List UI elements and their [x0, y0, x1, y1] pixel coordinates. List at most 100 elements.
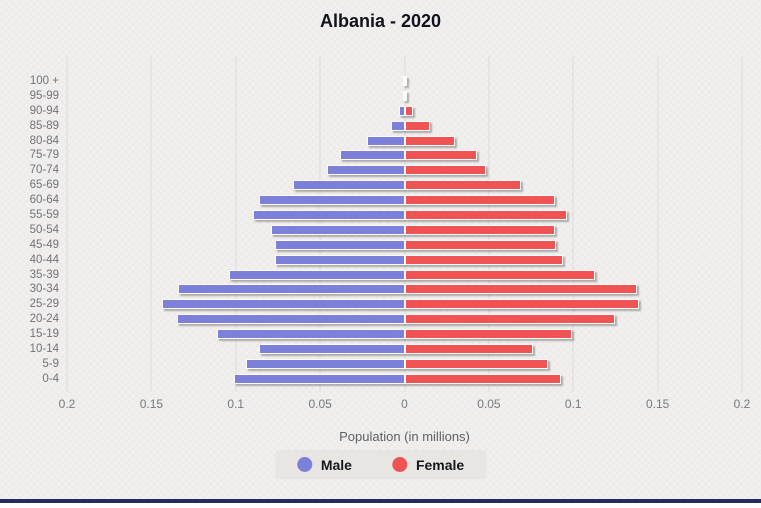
x-axis-title: Population (in millions)	[339, 429, 470, 444]
pyramid-row: 90-94	[30, 105, 742, 117]
gridline	[657, 56, 659, 392]
age-group-label: 85-89	[29, 119, 59, 132]
female-legend-dot-icon	[391, 457, 407, 472]
legend-item-male[interactable]: Male	[296, 457, 352, 473]
female-legend-label: Female	[415, 456, 465, 473]
male-bar[interactable]	[340, 150, 405, 161]
pyramid-row: 10-14	[30, 343, 742, 355]
female-bar[interactable]	[404, 135, 456, 146]
female-bar[interactable]	[404, 76, 407, 86]
pyramid-row: 95-99	[30, 90, 742, 102]
age-group-label: 95-99	[29, 89, 59, 102]
age-group-label: 65-69	[29, 179, 59, 192]
pyramid-row: 100 +	[30, 75, 742, 87]
x-tick-label: 0.15	[139, 397, 164, 411]
age-group-label: 80-84	[29, 134, 59, 147]
male-bar[interactable]	[391, 120, 405, 131]
male-bar[interactable]	[229, 269, 405, 280]
pyramid-row: 50-54	[30, 224, 742, 236]
gridline	[741, 56, 743, 392]
window-below-edge	[0, 503, 761, 508]
female-bar[interactable]	[404, 314, 616, 325]
female-bar[interactable]	[404, 105, 413, 116]
age-group-label: 0-4	[42, 372, 59, 385]
gridline	[404, 56, 405, 392]
male-bar[interactable]	[402, 90, 405, 101]
age-group-label: 5-9	[42, 357, 59, 370]
male-bar[interactable]	[367, 135, 405, 146]
female-bar[interactable]	[404, 254, 564, 265]
male-bar[interactable]	[274, 239, 405, 250]
female-bar[interactable]	[404, 299, 640, 310]
female-bar[interactable]	[404, 329, 572, 340]
gridline	[319, 56, 321, 392]
male-bar[interactable]	[326, 165, 405, 176]
male-bar[interactable]	[161, 299, 405, 310]
age-group-label: 45-49	[29, 238, 59, 251]
gridline	[235, 56, 237, 392]
female-bar[interactable]	[404, 344, 533, 355]
x-tick-label: 0.05	[308, 397, 332, 411]
pyramid-row: 40-44	[30, 254, 742, 266]
female-bar[interactable]	[404, 358, 548, 369]
male-bar[interactable]	[217, 329, 405, 340]
pyramid-row: 85-89	[30, 120, 742, 132]
female-bar[interactable]	[404, 284, 638, 295]
female-bar[interactable]	[404, 180, 521, 191]
age-group-label: 75-79	[29, 149, 59, 162]
pyramid-rows: 100 + 95-99 90-94 85-89 80-84 75-79 70-74 65-69…	[30, 75, 742, 385]
male-bar[interactable]	[293, 180, 405, 191]
x-tick-label: 0.1	[227, 397, 245, 411]
pyramid-row: 75-79	[30, 149, 742, 161]
chart-title: Albania - 2020	[319, 11, 442, 31]
gridline	[488, 56, 490, 392]
age-group-label: 20-24	[29, 313, 59, 326]
male-bar[interactable]	[259, 344, 405, 355]
x-axis-ticks: 0.2 0.15 0.1 0.05 0 0.05 0.1 0.15 0.2	[59, 397, 751, 413]
window-bottom-edge	[0, 499, 761, 503]
male-bar[interactable]	[176, 314, 405, 325]
age-group-label: 90-94	[29, 104, 59, 117]
plot-area: 100 + 95-99 90-94 85-89 80-84 75-79 70-74 65-69…	[30, 56, 743, 392]
age-group-label: 15-19	[29, 328, 59, 341]
female-bar[interactable]	[404, 210, 567, 221]
female-bar[interactable]	[404, 195, 555, 206]
female-bar[interactable]	[404, 224, 555, 235]
male-bar[interactable]	[178, 284, 405, 295]
female-bar[interactable]	[404, 150, 478, 161]
pyramid-row: 35-39	[30, 269, 742, 281]
female-bar[interactable]	[404, 165, 486, 176]
female-bar[interactable]	[404, 120, 430, 131]
pyramid-row: 60-64	[30, 194, 742, 206]
female-bar[interactable]	[404, 90, 408, 101]
male-bar[interactable]	[259, 195, 405, 206]
female-bar[interactable]	[404, 373, 562, 384]
female-bar[interactable]	[404, 239, 557, 250]
male-bar[interactable]	[402, 76, 405, 86]
male-bar[interactable]	[399, 105, 405, 116]
pyramid-row: 70-74	[30, 164, 742, 176]
pyramid-row: 5-9	[42, 358, 742, 370]
pyramid-row: 15-19	[30, 328, 742, 340]
age-group-label: 40-44	[29, 253, 59, 266]
pyramid-row: 20-24	[30, 313, 742, 325]
gridline	[572, 56, 574, 392]
legend: Male Female	[274, 450, 487, 479]
male-bar[interactable]	[252, 210, 405, 221]
pyramid-row: 0-4	[42, 373, 742, 385]
male-bar[interactable]	[245, 358, 405, 369]
pyramid-row: 80-84	[30, 135, 742, 147]
age-group-label: 30-34	[29, 283, 59, 296]
legend-item-female[interactable]: Female	[391, 456, 465, 473]
male-bar[interactable]	[274, 254, 405, 265]
age-group-label: 25-29	[29, 298, 59, 311]
male-legend-dot-icon	[296, 457, 312, 472]
pyramid-row: 30-34	[30, 283, 742, 295]
x-tick-label: 0.2	[58, 397, 76, 411]
age-group-label: 35-39	[29, 268, 59, 281]
male-bar[interactable]	[271, 224, 405, 235]
age-group-label: 10-14	[29, 343, 59, 356]
male-bar[interactable]	[234, 373, 405, 384]
female-bar[interactable]	[404, 269, 596, 280]
